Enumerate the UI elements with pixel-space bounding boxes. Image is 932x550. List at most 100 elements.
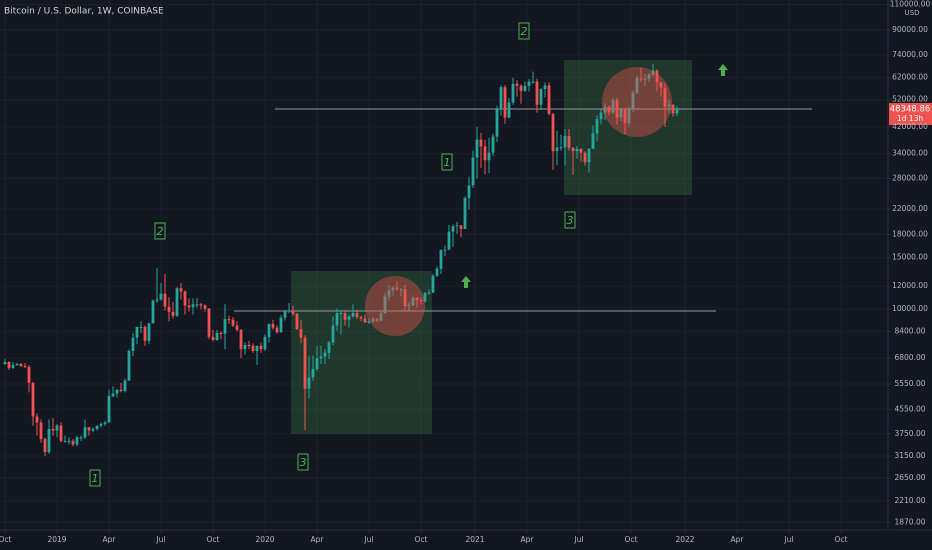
candle-body xyxy=(579,148,583,153)
candle-body xyxy=(219,332,223,334)
candle-body xyxy=(467,185,471,198)
candle-body xyxy=(135,326,139,338)
candle-body xyxy=(47,428,51,453)
candle-body xyxy=(571,147,575,152)
y-tick-label: 5550.00 xyxy=(894,379,925,388)
candle-body xyxy=(435,268,439,276)
candle-body xyxy=(195,304,199,306)
candle-body xyxy=(547,85,551,114)
x-tick-label: Apr xyxy=(103,535,117,544)
candle-body xyxy=(391,287,395,291)
candle-body xyxy=(403,289,407,307)
wave-label: 2 xyxy=(157,225,164,238)
candle-body xyxy=(183,291,187,306)
x-tick-label: 2021 xyxy=(465,535,484,544)
candle-body xyxy=(387,290,391,297)
candle-body xyxy=(123,380,127,392)
y-tick-label: 110000.00 xyxy=(890,0,931,9)
candle-body xyxy=(67,440,71,442)
candle-body xyxy=(139,326,143,328)
candle-body xyxy=(607,106,611,113)
candle-body xyxy=(79,437,83,439)
y-tick-label: 34000.00 xyxy=(892,149,928,158)
y-tick-label: 42000.00 xyxy=(892,122,928,131)
zone-box xyxy=(291,271,432,434)
candle-body xyxy=(279,317,283,333)
candle-body xyxy=(87,427,91,431)
wave-label: 2 xyxy=(521,25,528,38)
candle-body xyxy=(175,288,179,316)
candle-body xyxy=(495,108,499,137)
candle-body xyxy=(259,345,263,350)
candle-body xyxy=(291,310,295,314)
candle-body xyxy=(167,306,171,312)
candle-body xyxy=(439,249,443,269)
y-tick-label: 15000.00 xyxy=(892,253,928,262)
candle-body xyxy=(3,362,7,364)
x-tick-label: Jul xyxy=(783,535,793,544)
x-tick-label: 2020 xyxy=(255,535,274,544)
candle-body xyxy=(515,83,519,86)
candle-body xyxy=(355,313,359,318)
candle-body xyxy=(567,135,571,148)
candle-body xyxy=(551,113,555,152)
x-tick-label: 2022 xyxy=(675,535,694,544)
candle-body xyxy=(575,148,579,152)
highlight-circle xyxy=(365,276,425,336)
candle-body xyxy=(271,324,275,328)
candle-body xyxy=(23,365,27,367)
candle-body xyxy=(643,78,647,80)
y-tick-label: 2210.00 xyxy=(894,496,925,505)
candle-body xyxy=(51,428,55,431)
candle-body xyxy=(591,133,595,149)
wave-label-box xyxy=(89,469,101,487)
candle-body xyxy=(155,299,159,301)
candle-body xyxy=(75,437,79,445)
candle-body xyxy=(235,325,239,330)
candle-body xyxy=(311,368,315,378)
candle-body xyxy=(11,364,15,368)
candle-body xyxy=(211,336,215,341)
candle-body xyxy=(507,102,511,118)
candle-body xyxy=(483,146,487,161)
candle-body xyxy=(419,300,423,302)
candle-body xyxy=(631,92,635,110)
candle-body xyxy=(231,319,235,326)
candle-body xyxy=(307,377,311,389)
y-tick-label: 28000.00 xyxy=(892,173,928,182)
candle-body xyxy=(603,106,607,113)
candle-body xyxy=(351,313,355,317)
candle-body xyxy=(199,304,203,306)
countdown: 1d 13h xyxy=(897,114,923,123)
candle-body xyxy=(559,147,563,149)
candle-body xyxy=(315,358,319,369)
candle-body xyxy=(115,389,119,394)
candle-body xyxy=(339,313,343,315)
wave-label: 3 xyxy=(567,214,574,227)
candle-body xyxy=(499,87,503,109)
candle-body xyxy=(131,337,135,351)
candle-body xyxy=(215,332,219,341)
candle-body xyxy=(675,108,679,114)
candle-body xyxy=(395,287,399,290)
x-tick-label: Apr xyxy=(521,535,535,544)
x-tick-label: Oct xyxy=(415,535,428,544)
candle-body xyxy=(299,329,303,338)
candle-body xyxy=(287,310,291,312)
candle-body xyxy=(399,289,403,291)
candle-body xyxy=(15,363,19,365)
candle-body xyxy=(583,152,587,163)
candle-body xyxy=(531,81,535,83)
candle-body xyxy=(503,87,507,118)
y-tick-label: 62000.00 xyxy=(892,72,928,81)
y-tick-label: 6800.00 xyxy=(894,353,925,362)
chart-title: Bitcoin / U.S. Dollar, 1W, COINBASE xyxy=(4,7,164,17)
candle-body xyxy=(415,297,419,301)
wave-label-box xyxy=(154,222,166,240)
candle-body xyxy=(63,440,67,442)
candle-body xyxy=(227,319,231,321)
candle-body xyxy=(127,350,131,381)
candle-body xyxy=(43,439,47,453)
